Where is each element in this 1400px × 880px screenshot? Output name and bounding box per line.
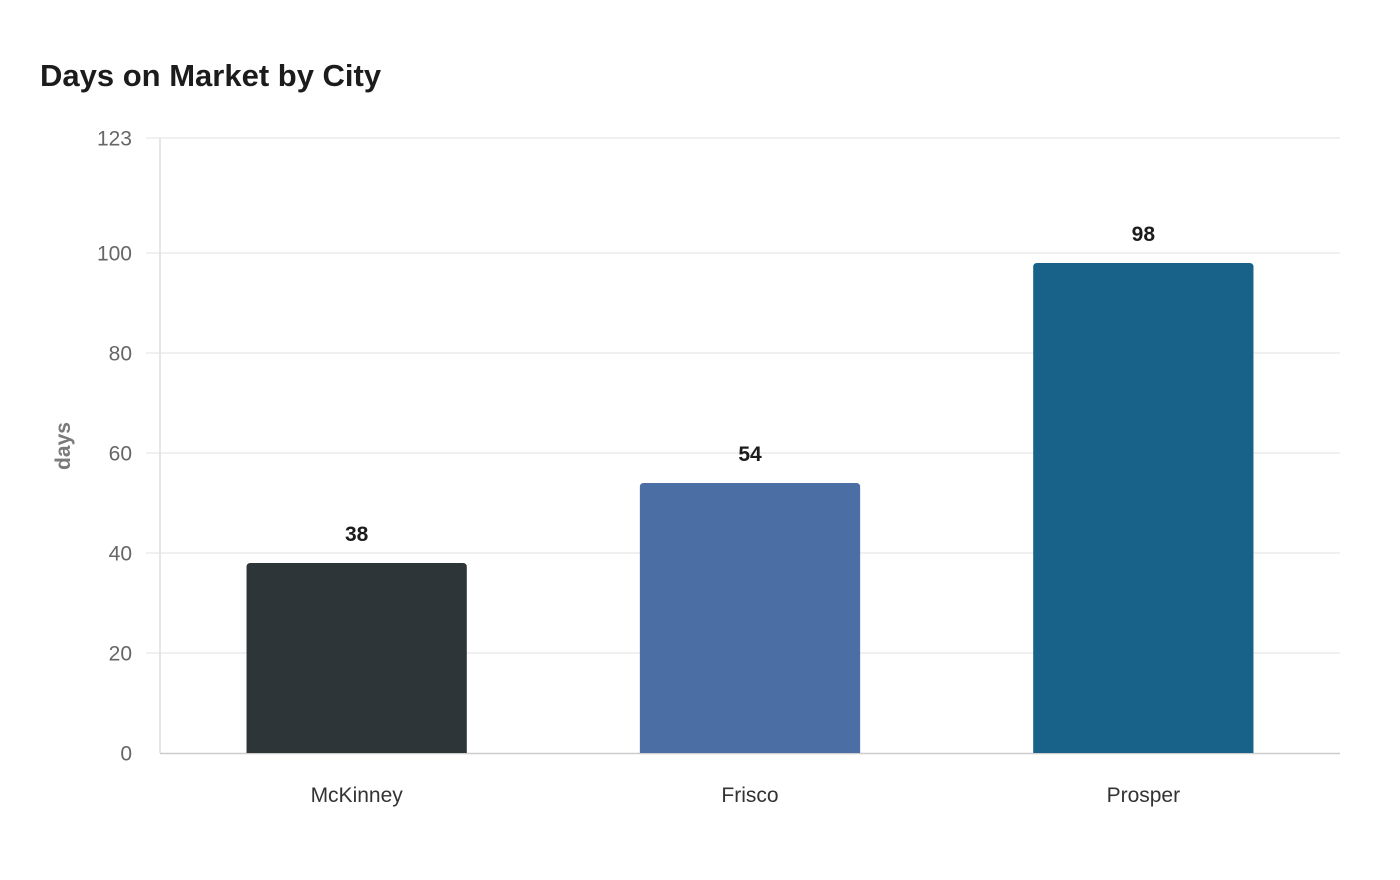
x-category-label: Prosper	[1107, 784, 1181, 807]
bar-prosper	[1033, 263, 1254, 753]
y-tick-label: 60	[109, 443, 132, 466]
y-tick-label: 20	[109, 643, 132, 666]
bar-mckinney	[246, 563, 467, 753]
y-axis-title: days	[52, 422, 75, 470]
bars	[246, 263, 1254, 753]
category-labels: McKinney Frisco Prosper	[311, 784, 1181, 807]
bar-frisco	[639, 483, 861, 753]
value-labels: 38 54 98	[345, 223, 1155, 546]
y-tick-label: 80	[109, 343, 132, 366]
y-tick-label: 0	[120, 743, 132, 766]
y-tick-labels: 0 20 40 60 80 100 123	[97, 128, 132, 766]
value-label: 98	[1132, 223, 1156, 246]
y-tick-label: 100	[97, 243, 132, 266]
x-category-label: McKinney	[311, 784, 404, 807]
y-tick-label: 40	[109, 543, 132, 566]
y-tick-label: 123	[97, 128, 132, 151]
x-category-label: Frisco	[721, 784, 778, 807]
value-label: 54	[738, 443, 762, 466]
value-label: 38	[345, 523, 369, 546]
chart-title: Days on Market by City	[40, 58, 382, 93]
